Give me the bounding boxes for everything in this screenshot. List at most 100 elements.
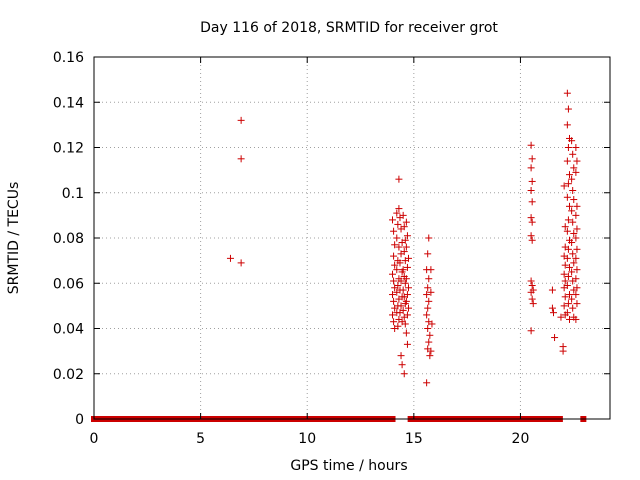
data-point [399, 211, 407, 219]
data-point [390, 318, 398, 326]
data-point [572, 211, 580, 219]
data-point [528, 282, 536, 290]
data-point [425, 338, 433, 346]
x-axis-label: GPS time / hours [290, 458, 407, 474]
data-point [424, 325, 432, 332]
data-point [402, 218, 410, 226]
data-point [399, 306, 407, 314]
data-point [570, 259, 578, 267]
data-point [527, 164, 535, 172]
data-point [563, 157, 571, 165]
data-point [401, 320, 409, 328]
data-point [560, 270, 568, 278]
plot-frame [93, 56, 611, 420]
data-point [425, 234, 433, 242]
data-point [563, 89, 571, 97]
data-point [568, 175, 576, 183]
data-point [565, 263, 573, 271]
data-point [568, 207, 576, 215]
data-point [398, 361, 406, 369]
data-point [573, 225, 581, 233]
data-point [401, 279, 409, 287]
data-point [226, 254, 234, 262]
data-point [573, 300, 581, 308]
data-point [396, 259, 404, 267]
data-point [428, 320, 436, 328]
data-point [563, 227, 571, 235]
y-tick-label: 0.1 [62, 186, 84, 202]
data-point [402, 243, 410, 251]
data-point [397, 277, 405, 285]
data-point [395, 175, 403, 183]
data-point [527, 141, 535, 149]
data-point [424, 250, 432, 258]
data-point [528, 236, 536, 244]
data-point [560, 182, 568, 190]
data-point [572, 254, 580, 262]
data-point [569, 218, 577, 226]
data-point [527, 277, 535, 285]
data-point [568, 268, 576, 276]
data-points [226, 89, 581, 387]
data-point [425, 275, 433, 283]
data-point [573, 284, 581, 292]
y-tick-label: 0.14 [53, 95, 84, 111]
data-point [572, 315, 580, 323]
data-point [573, 266, 581, 274]
data-point [394, 322, 402, 330]
data-point [564, 272, 572, 280]
data-point [394, 220, 402, 228]
data-point [527, 186, 535, 194]
data-point [565, 202, 573, 210]
y-tick-label: 0.02 [53, 367, 84, 383]
data-point [389, 216, 397, 224]
data-point [399, 286, 407, 294]
data-point [561, 293, 569, 301]
data-point [426, 331, 434, 339]
data-point [569, 304, 577, 312]
data-point [549, 309, 557, 317]
data-point [394, 282, 402, 290]
data-point [568, 137, 576, 145]
data-point [237, 259, 245, 267]
data-point [551, 334, 559, 342]
data-point [424, 304, 432, 312]
data-point [423, 291, 431, 299]
data-point [565, 315, 573, 323]
data-point [390, 252, 398, 260]
data-point [572, 144, 580, 151]
data-point [393, 209, 401, 217]
data-point [427, 347, 435, 355]
data-point [572, 291, 580, 299]
data-point [564, 300, 572, 308]
data-point [565, 291, 573, 299]
grid-lines [94, 57, 610, 419]
data-point [573, 245, 581, 253]
data-point [527, 327, 535, 335]
y-tick-label: 0.04 [53, 322, 84, 338]
data-point [563, 309, 571, 317]
data-point [528, 155, 536, 163]
data-point [569, 250, 577, 258]
x-tick-label: 0 [90, 431, 99, 447]
data-point [564, 105, 572, 113]
data-point [548, 304, 556, 312]
data-point [570, 164, 578, 172]
data-point [391, 241, 399, 249]
data-point [391, 261, 399, 269]
data-point [389, 270, 397, 278]
data-point [402, 297, 410, 305]
data-point [560, 302, 568, 310]
data-point [572, 168, 580, 176]
data-point [402, 329, 410, 337]
data-point [397, 352, 405, 360]
data-point [405, 284, 413, 292]
data-point [564, 216, 572, 224]
y-tick-label: 0.12 [53, 141, 84, 157]
data-point [569, 150, 577, 158]
data-point [563, 282, 571, 290]
data-point [426, 352, 434, 360]
data-point [527, 232, 535, 240]
data-point [565, 171, 573, 179]
data-point [427, 288, 435, 296]
